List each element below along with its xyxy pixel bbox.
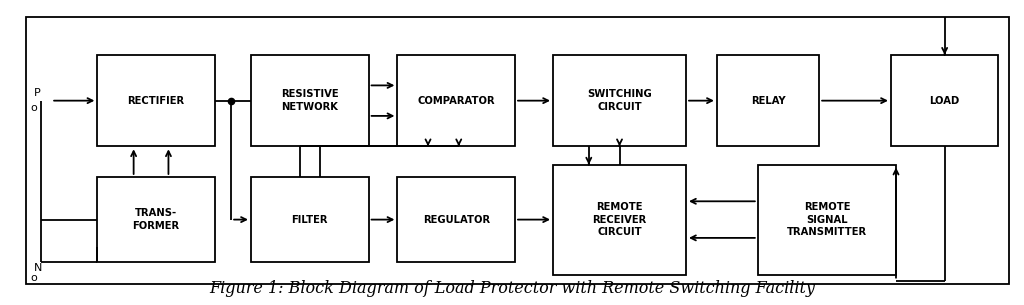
Bar	[397, 55, 515, 146]
Text: FILTER: FILTER	[292, 215, 328, 224]
Text: REMOTE
RECEIVER
CIRCUIT: REMOTE RECEIVER CIRCUIT	[593, 202, 646, 237]
Bar	[251, 177, 369, 262]
Bar	[758, 165, 896, 274]
Text: P: P	[34, 88, 41, 98]
Bar	[891, 55, 998, 146]
Text: SWITCHING
CIRCUIT: SWITCHING CIRCUIT	[587, 89, 652, 112]
Text: N: N	[34, 264, 42, 274]
Text: COMPARATOR: COMPARATOR	[418, 96, 495, 106]
Bar	[26, 17, 1009, 284]
Text: o: o	[31, 103, 38, 113]
Text: LOAD: LOAD	[930, 96, 959, 106]
Text: REGULATOR: REGULATOR	[423, 215, 489, 224]
Bar	[553, 165, 686, 274]
Text: TRANS-
FORMER: TRANS- FORMER	[132, 208, 180, 231]
Text: REMOTE
SIGNAL
TRANSMITTER: REMOTE SIGNAL TRANSMITTER	[786, 202, 867, 237]
Text: RECTIFIER: RECTIFIER	[128, 96, 184, 106]
Bar	[251, 55, 369, 146]
Bar	[717, 55, 819, 146]
Text: RELAY: RELAY	[751, 96, 785, 106]
Text: o: o	[31, 273, 38, 283]
Bar	[397, 177, 515, 262]
Text: RESISTIVE
NETWORK: RESISTIVE NETWORK	[281, 89, 339, 112]
Bar	[553, 55, 686, 146]
Bar	[97, 55, 215, 146]
Bar	[97, 177, 215, 262]
Text: Figure 1: Block Diagram of Load Protector with Remote Switching Facility: Figure 1: Block Diagram of Load Protecto…	[209, 280, 815, 297]
